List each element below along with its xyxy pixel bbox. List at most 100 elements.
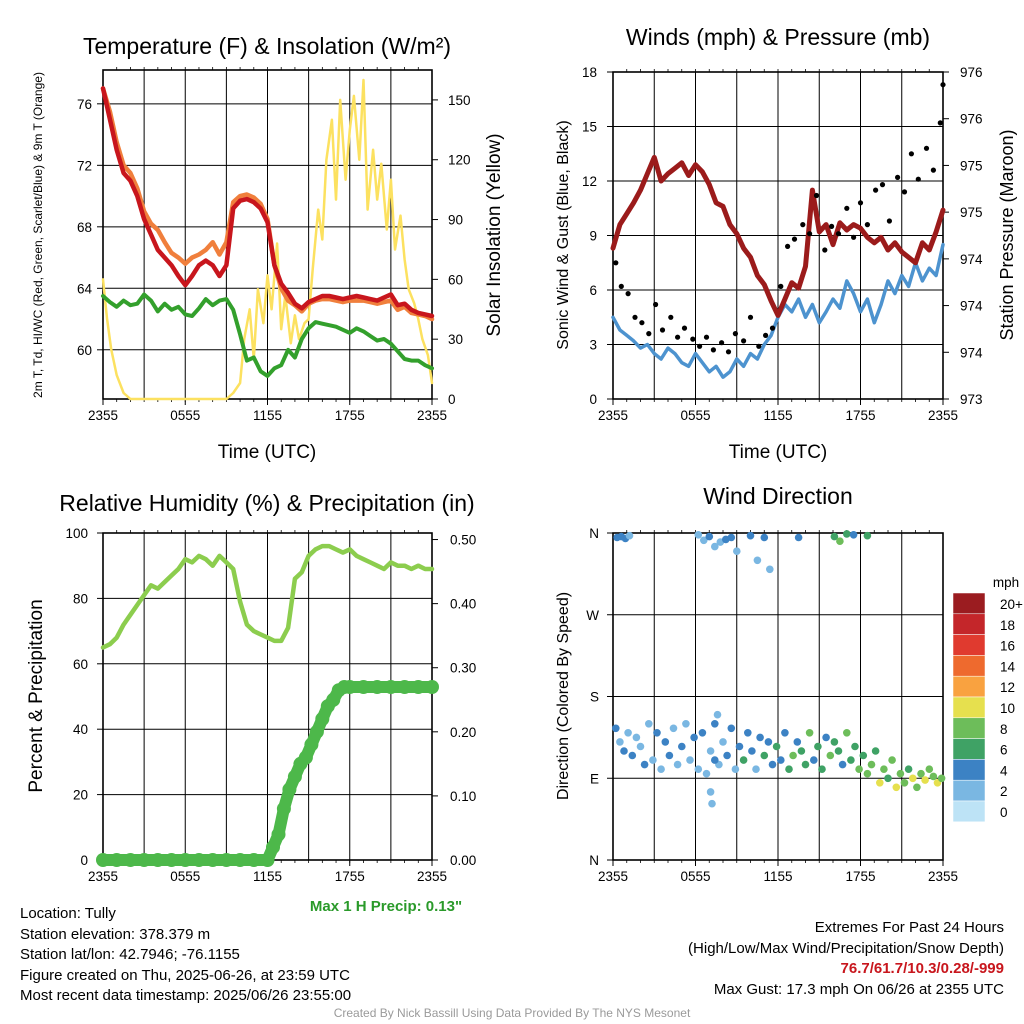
dir-ylabel: Direction (Colored By Speed) (555, 592, 572, 800)
direction-point (917, 769, 925, 778)
dir-xtick-label: 2355 (928, 869, 958, 884)
wind-ytick-label: 0 (589, 392, 597, 407)
rh-xtick-label: 2355 (88, 869, 118, 884)
direction-point (913, 783, 921, 792)
precip-ytick-label: 0.50 (450, 533, 476, 548)
legend-swatch (952, 634, 986, 656)
pressure-ytick-label: 975 (960, 158, 983, 173)
gust-point (873, 187, 879, 193)
legend-label: 18 (1000, 618, 1015, 633)
direction-point (661, 738, 670, 746)
direction-point (830, 532, 839, 541)
temp-ylabel: 2m T, Td, HI/WC (Red, Green, Scarlet/Blu… (31, 72, 45, 398)
wind-xlabel: Time (UTC) (729, 442, 828, 463)
wind-ytick-label: 15 (582, 120, 597, 135)
direction-point (746, 531, 755, 540)
rh-ytick-label: 80 (73, 591, 88, 606)
direction-point (694, 531, 703, 539)
wind-xtick-label: 1155 (763, 408, 792, 423)
direction-point (797, 747, 806, 755)
gust-point (747, 314, 754, 320)
dir-xtick-label: 1155 (763, 869, 792, 884)
gust-point (719, 340, 725, 346)
solar-ylabel: Solar Insolation (Yellow) (484, 133, 505, 336)
rh-xtick-label: 1755 (335, 869, 365, 884)
dir-xtick-label: 0555 (680, 869, 710, 884)
temp-ytick-label: 68 (77, 220, 92, 235)
wind-xtick-label: 2355 (598, 408, 628, 423)
gust-point (800, 222, 806, 228)
temp-xtick-label: 2355 (417, 408, 447, 423)
extremes-gust: Max Gust: 17.3 mph On 06/26 at 2355 UTC (713, 980, 1004, 998)
gust-point (632, 314, 638, 320)
station-elevation: Station elevation: 378.379 m (20, 925, 211, 943)
rh-line (100, 543, 435, 650)
direction-point (876, 779, 884, 787)
wind-ytick-label: 6 (589, 283, 597, 298)
temp-ytick-label: 64 (77, 281, 93, 296)
direction-point (645, 720, 653, 728)
direction-point (838, 760, 847, 769)
gust-point (778, 283, 784, 289)
dir-xtick-label: 1755 (845, 869, 875, 884)
direction-point (753, 556, 762, 565)
direction-point (694, 765, 703, 773)
gust-point (937, 120, 943, 126)
legend-swatch (952, 800, 986, 823)
direction-point (760, 751, 769, 760)
direction-point (706, 747, 715, 755)
direction-point (794, 533, 803, 542)
direction-point (863, 769, 872, 778)
gust-point (732, 331, 739, 337)
gust-point (690, 336, 696, 342)
direction-point (682, 720, 690, 728)
direction-point (665, 751, 674, 760)
rh-ylabel: Percent & Precipitation (26, 599, 47, 792)
direction-point (702, 769, 711, 778)
direction-point (834, 747, 843, 755)
legend-swatch (952, 696, 986, 719)
solar-line (101, 78, 434, 401)
rh-xtick-label: 1155 (253, 869, 282, 884)
gust-point (901, 189, 908, 195)
dir-ytick-label: W (586, 608, 599, 623)
direction-point (801, 760, 810, 769)
precip-ytick-label: 0.00 (450, 853, 476, 868)
direction-point (921, 776, 929, 784)
direction-point (727, 533, 736, 542)
direction-point (892, 783, 901, 792)
pressure-ytick-label: 974 (960, 299, 983, 314)
direction-point (713, 710, 722, 719)
direction-point (814, 742, 822, 751)
direction-point (649, 756, 657, 764)
legend-label: 14 (1000, 659, 1016, 674)
direction-point (789, 751, 797, 760)
direction-point (711, 756, 719, 764)
gust-point (769, 325, 776, 331)
figure-created: Figure created on Thu, 2025-06-26, at 23… (20, 966, 350, 984)
gust-point (659, 327, 666, 333)
wind-ytick-label: 18 (582, 65, 597, 80)
direction-point (888, 756, 896, 764)
direction-point (871, 747, 880, 755)
direction-point (756, 733, 764, 742)
station-location: Location: Tully (20, 905, 116, 922)
legend-swatch (952, 592, 986, 615)
wind-ytick-label: 3 (589, 338, 597, 353)
direction-point (760, 533, 769, 542)
direction-point (700, 536, 708, 545)
direction-point (867, 760, 876, 769)
station-info: Location: Tully Station elevation: 378.3… (20, 904, 351, 1007)
temp-title: Temperature (F) & Insolation (W/m²) (83, 33, 451, 59)
direction-point (632, 733, 641, 742)
direction-point (863, 531, 872, 540)
solar-ytick-label: 90 (448, 213, 463, 228)
legend-label: 12 (1000, 680, 1015, 695)
solar-ytick-label: 150 (448, 93, 471, 108)
direction-point (653, 729, 661, 737)
precip-line (97, 681, 438, 866)
direction-point (909, 774, 917, 783)
legend-swatch (952, 613, 986, 635)
direction-point (620, 747, 628, 755)
gust-point (697, 343, 703, 349)
